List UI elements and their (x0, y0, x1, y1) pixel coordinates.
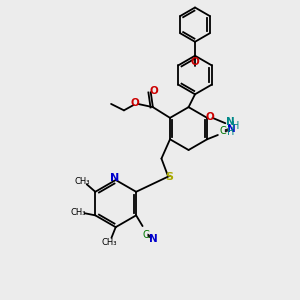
Text: CH₃: CH₃ (70, 208, 86, 217)
Text: N: N (227, 124, 236, 134)
Text: C: C (220, 126, 226, 136)
Text: N: N (226, 117, 235, 127)
Text: H: H (232, 122, 240, 131)
Text: O: O (150, 86, 158, 96)
Text: C: C (142, 230, 149, 240)
Text: N: N (149, 234, 158, 244)
Text: N: N (110, 173, 119, 183)
Text: O: O (206, 112, 215, 122)
Text: O: O (130, 98, 139, 108)
Text: CH₃: CH₃ (75, 177, 90, 186)
Text: CH₃: CH₃ (101, 238, 117, 247)
Text: O: O (190, 57, 200, 67)
Text: H: H (227, 127, 234, 137)
Text: S: S (165, 172, 173, 182)
